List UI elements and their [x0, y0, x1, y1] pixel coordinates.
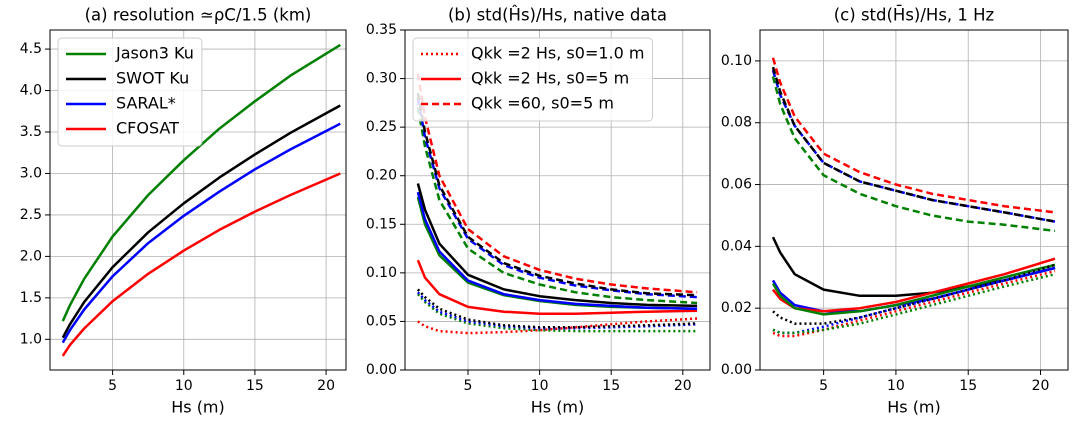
- x-axis-label: Hs (m): [171, 398, 225, 417]
- x-tick-label: 10: [887, 378, 905, 394]
- legend-label: Jason3 Ku: [115, 44, 194, 63]
- series-line: [416, 191, 698, 311]
- x-tick-label: 20: [674, 378, 692, 394]
- series-line: [61, 122, 341, 344]
- y-tick-label: 0.00: [721, 362, 752, 378]
- y-tick-label: 2.0: [20, 248, 42, 264]
- y-tick-label: 0.02: [721, 300, 752, 316]
- legend: Qkk =2 Hs, s0=1.0 m Qkk =2 Hs, s0=5 m Qkk …: [412, 37, 653, 122]
- y-tick-label: 3.0: [20, 165, 42, 181]
- y-tick-label: 4.0: [20, 83, 42, 99]
- series-line: [416, 107, 698, 305]
- subplot-title: (a) resolution ≃ρC/1.5 (km): [85, 6, 312, 25]
- axes-frame: [49, 29, 347, 371]
- series-line: [416, 293, 698, 333]
- x-tick-label: 15: [602, 378, 620, 394]
- series-line: [416, 259, 698, 315]
- y-tick-label: 0.08: [721, 115, 752, 131]
- y-tick-label: 1.5: [20, 290, 42, 306]
- series-line: [771, 236, 1056, 298]
- y-tick-label: 0.20: [366, 168, 397, 184]
- y-tick-label: 0.35: [366, 22, 397, 38]
- series-line: [416, 92, 698, 297]
- y-tick-label: 0.25: [366, 119, 397, 135]
- y-tick-label: 0.00: [366, 362, 397, 378]
- y-tick-label: 0.10: [721, 53, 752, 69]
- legend-label: CFOSAT: [116, 119, 179, 138]
- y-tick-label: 0.05: [366, 313, 397, 329]
- legend-label: Qkk =60, s0=5 m: [471, 94, 614, 113]
- y-tick-label: 2.5: [20, 207, 42, 223]
- subplot: 5 10 15 20 1.0 1.5 2.0 2.5 3.0 3.5 4.0 4.5 (a) resol…: [20, 6, 347, 417]
- series-line: [61, 104, 341, 339]
- series-line: [772, 263, 1056, 325]
- subplot-title: (b) std(Ĥs)/Hs, native data: [448, 6, 667, 25]
- series-line: [771, 69, 1056, 223]
- legend-label: Qkk =2 Hs, s0=5 m: [471, 69, 629, 88]
- series-line: [416, 288, 698, 329]
- x-tick-label: 15: [959, 378, 977, 394]
- x-tick-label: 10: [175, 378, 193, 394]
- series-line: [61, 172, 341, 357]
- x-tick-label: 20: [1032, 378, 1050, 394]
- x-tick-label: 15: [246, 378, 264, 394]
- x-tick-label: 20: [317, 378, 335, 394]
- legend-label: Qkk =2 Hs, s0=1.0 m: [471, 44, 644, 63]
- y-tick-label: 0.04: [721, 238, 752, 254]
- y-tick-label: 0.06: [721, 177, 752, 193]
- x-axis-label: Hs (m): [531, 398, 585, 417]
- y-tick-label: 1.0: [20, 331, 42, 347]
- series-line: [416, 183, 698, 308]
- legend-label: SARAL*: [116, 94, 176, 113]
- y-tick-label: 3.5: [20, 124, 42, 140]
- axes-frame: [404, 29, 711, 371]
- y-tick-label: 0.30: [366, 71, 397, 87]
- legend-frame: [412, 37, 653, 122]
- subplot-title: (c) std(H̄s)/Hs, 1 Hz: [834, 5, 994, 24]
- x-tick-label: 5: [108, 378, 117, 394]
- subplot: 5 10 15 20 0.00 0.05 0.10 0.15 0.20 0.25 0.30 0.35 (…: [366, 6, 711, 417]
- series-line: [771, 66, 1056, 223]
- series-line: [772, 269, 1056, 338]
- axes-frame: [759, 29, 1069, 371]
- series-line: [61, 43, 341, 322]
- subplot: 5 10 15 20 0.00 0.02 0.04 0.06 0.08 0.10 (c) std(H…: [721, 5, 1069, 417]
- x-tick-label: 5: [819, 378, 828, 394]
- y-tick-label: 0.15: [366, 216, 397, 232]
- x-axis-label: Hs (m): [887, 398, 941, 417]
- series-line: [417, 317, 698, 335]
- x-tick-label: 10: [531, 378, 549, 394]
- series-line: [771, 57, 1056, 214]
- legend: Jason3 Ku SWOT Ku SARAL* CFOSAT: [57, 37, 203, 147]
- legend-label: SWOT Ku: [116, 69, 189, 88]
- series-line: [772, 272, 1056, 335]
- y-tick-label: 0.10: [366, 265, 397, 281]
- legend-frame: [57, 37, 203, 147]
- series-line: [771, 263, 1056, 316]
- y-tick-label: 4.5: [20, 41, 42, 57]
- series-line: [771, 76, 1056, 233]
- x-tick-label: 5: [464, 378, 473, 394]
